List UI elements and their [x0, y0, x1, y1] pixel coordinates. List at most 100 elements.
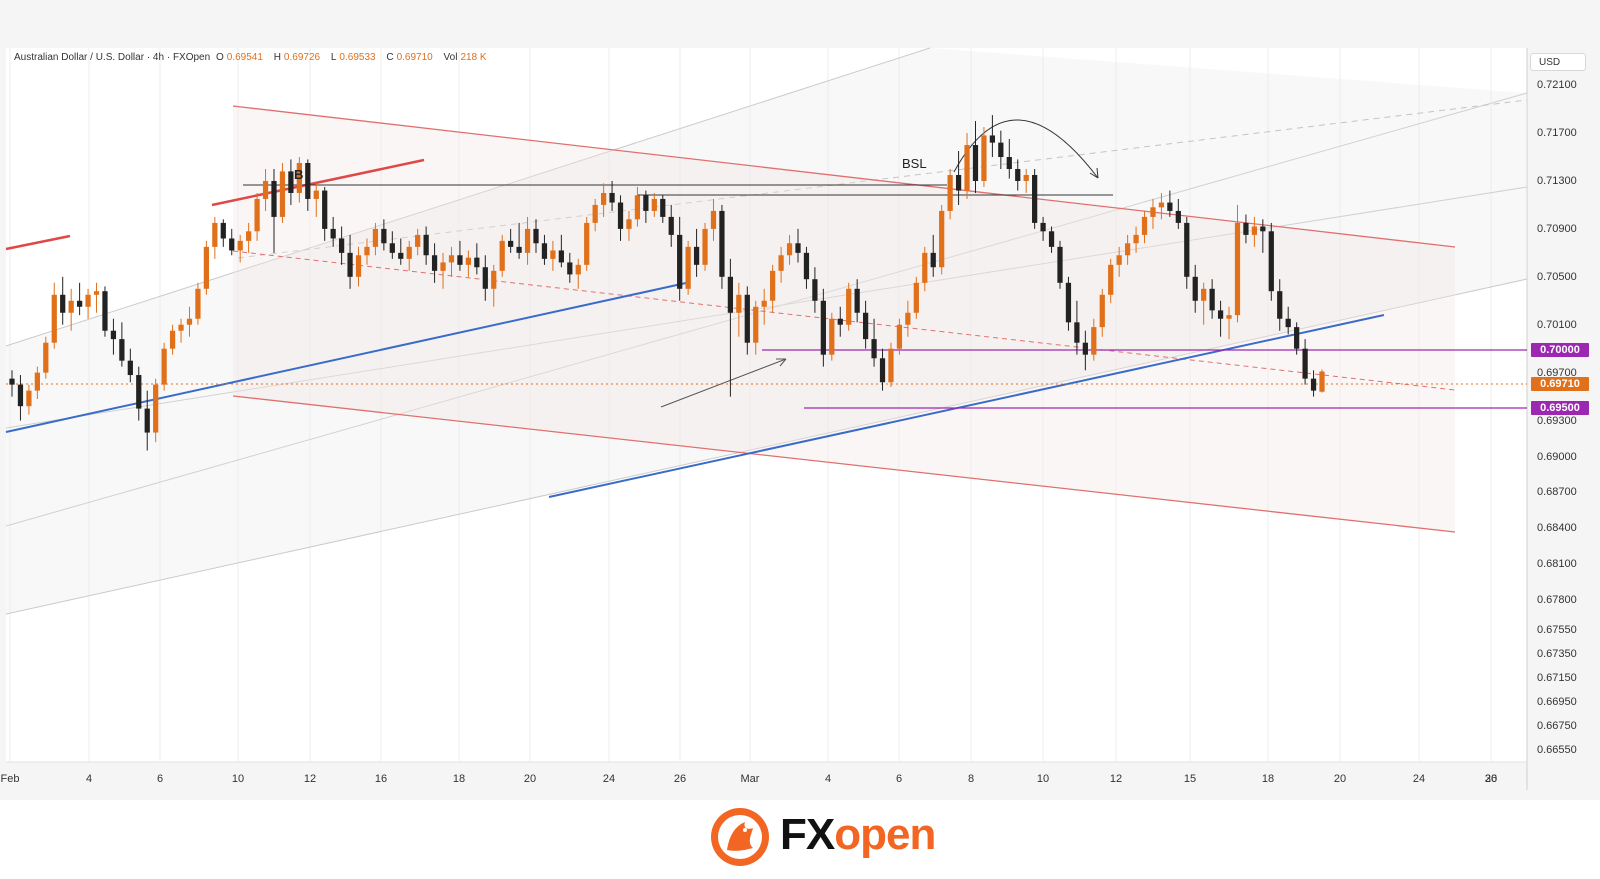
candle-body [643, 195, 649, 211]
candle-body [1285, 318, 1291, 328]
currency-selector[interactable]: USD [1530, 53, 1586, 71]
candle-body [1251, 226, 1258, 235]
candle-body [1175, 210, 1181, 223]
candle-body [398, 252, 404, 259]
candle-body [584, 222, 590, 265]
date-tick-label: 18 [452, 773, 466, 785]
candle-body [195, 288, 201, 319]
candle-body [1091, 327, 1097, 355]
candle-body [381, 228, 387, 244]
candle-body [736, 294, 742, 313]
candle-body [85, 294, 91, 307]
candle-body [1108, 264, 1114, 295]
date-tick-label: 6 [156, 773, 164, 785]
candle-body [1158, 202, 1165, 208]
candle-body [186, 318, 193, 325]
candle-body [76, 300, 83, 307]
candle-body [786, 243, 793, 256]
date-tick-label: 15 [1183, 773, 1197, 785]
candle-body [930, 252, 936, 268]
candle-body [1243, 222, 1249, 235]
candle-body [254, 198, 260, 232]
low-value: 0.69533 [339, 52, 376, 63]
candle-body [651, 198, 657, 211]
candle-body [169, 330, 176, 349]
candle-body [364, 246, 370, 256]
date-tick-label: 10 [231, 773, 245, 785]
candle-body [1310, 378, 1317, 391]
candle-body [1226, 315, 1232, 319]
candle-body [795, 243, 801, 253]
price-tick-label: 0.66550 [1537, 744, 1577, 757]
channel-line-grey [5, 186, 1528, 429]
date-tick-label: 6 [895, 773, 903, 785]
candle-body [744, 294, 750, 343]
candle-body [753, 306, 759, 343]
date-tick-label: 12 [1109, 773, 1123, 785]
candle-body [524, 228, 531, 253]
candle-body [710, 210, 717, 229]
candle-body [127, 360, 133, 376]
price-tick-label: 0.67350 [1537, 648, 1577, 661]
date-tick-label: 26 [673, 773, 687, 785]
candle-body [482, 267, 488, 289]
candle-body [43, 342, 49, 373]
candle-body [1209, 288, 1215, 311]
candle-body [1277, 291, 1283, 319]
candle-body [964, 145, 970, 191]
candle-body [541, 243, 548, 259]
price-tick-label: 0.68100 [1537, 558, 1577, 571]
candle-body [9, 378, 15, 385]
price-tag-level-lower: 0.69500 [1531, 401, 1589, 415]
fxopen-wordmark: FXopen [780, 810, 936, 860]
candle-body [279, 171, 286, 217]
date-tick-label: Mar [740, 773, 760, 785]
candle-body [17, 384, 24, 407]
candle-body [955, 174, 962, 191]
price-tick-label: 0.68400 [1537, 522, 1577, 535]
candle-body [981, 135, 987, 181]
support-line-blue [548, 314, 1385, 498]
candle-body [499, 240, 505, 271]
candle-body [1048, 231, 1055, 247]
candle-body [668, 216, 674, 235]
candle-body [1294, 327, 1300, 349]
channel-line-grey [5, 92, 1528, 527]
arrow-annotation [660, 358, 787, 408]
arc-arrow-head [1089, 167, 1099, 179]
candle-body [1260, 226, 1266, 232]
candle-body [313, 190, 319, 199]
candle-body [372, 228, 379, 247]
open-label: O [215, 52, 224, 63]
close-value: 0.69710 [396, 52, 433, 63]
candle-body [1268, 231, 1274, 292]
price-tick-label: 0.66750 [1537, 720, 1577, 733]
candle-body [829, 318, 835, 355]
candle-body [685, 246, 691, 289]
price-chart[interactable] [0, 0, 1600, 800]
price-tick-label: 0.71700 [1537, 127, 1577, 140]
candle-body [939, 210, 945, 268]
ohlc-legend: Australian Dollar / U.S. Dollar · 4h · F… [14, 52, 495, 63]
low-label: L [330, 52, 337, 63]
candle-body [854, 288, 860, 313]
candle-body [1133, 234, 1139, 244]
chart-area[interactable]: Australian Dollar / U.S. Dollar · 4h · F… [0, 0, 1600, 800]
date-tick-label: Feb [0, 773, 20, 785]
candle-body [575, 264, 581, 275]
label-b: B [294, 167, 304, 182]
candle-body [322, 190, 328, 229]
candle-body [550, 250, 556, 259]
candle-body [508, 240, 514, 247]
candle-body [1032, 174, 1038, 223]
candle-body [896, 324, 903, 349]
date-tick-label: 10 [1036, 773, 1050, 785]
price-tag-level-upper: 0.70000 [1531, 343, 1589, 357]
candle-body [702, 228, 708, 265]
candle-body [1082, 342, 1088, 355]
candle-body [474, 257, 480, 268]
candle-body [296, 163, 302, 193]
channel-line-grey [5, 47, 931, 347]
candle-body [389, 243, 395, 253]
candle-body [212, 222, 218, 247]
